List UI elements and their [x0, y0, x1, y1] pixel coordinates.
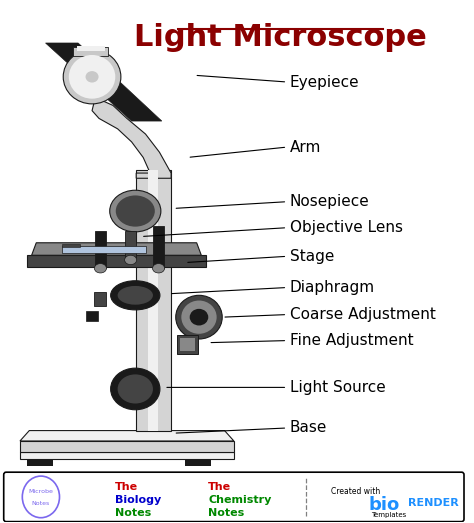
Text: Biology: Biology — [115, 495, 162, 505]
Circle shape — [22, 476, 60, 518]
Ellipse shape — [110, 281, 160, 310]
Text: Notes: Notes — [32, 501, 50, 506]
Ellipse shape — [69, 55, 115, 99]
Polygon shape — [20, 430, 234, 441]
Text: Objective Lens: Objective Lens — [290, 220, 402, 235]
Text: Light Microscope: Light Microscope — [134, 23, 427, 52]
Ellipse shape — [176, 295, 222, 339]
Ellipse shape — [94, 264, 107, 273]
Bar — [62, 244, 81, 247]
Text: Diaphragm: Diaphragm — [290, 280, 375, 295]
Text: Light Source: Light Source — [290, 380, 385, 395]
Text: The: The — [115, 482, 138, 492]
Text: Arm: Arm — [290, 140, 321, 155]
Polygon shape — [46, 43, 162, 121]
Ellipse shape — [153, 264, 164, 273]
Bar — [125, 231, 136, 260]
Bar — [73, 47, 109, 56]
Text: Nosepiece: Nosepiece — [290, 194, 369, 209]
Ellipse shape — [125, 255, 137, 265]
Polygon shape — [27, 255, 206, 267]
Bar — [185, 459, 210, 466]
Bar — [77, 46, 105, 51]
Text: Eyepiece: Eyepiece — [290, 74, 359, 89]
Text: Templates: Templates — [371, 513, 406, 518]
Ellipse shape — [182, 301, 217, 334]
Ellipse shape — [110, 368, 160, 410]
Bar — [148, 170, 158, 430]
Text: Microbe: Microbe — [28, 489, 54, 494]
Bar — [153, 225, 164, 268]
Ellipse shape — [118, 374, 153, 404]
Ellipse shape — [109, 190, 161, 232]
Bar — [136, 170, 171, 430]
Text: RENDER: RENDER — [408, 498, 459, 508]
Text: Chemistry: Chemistry — [208, 495, 272, 505]
Ellipse shape — [85, 71, 99, 83]
Ellipse shape — [190, 309, 208, 325]
Bar — [62, 246, 146, 253]
Text: Base: Base — [290, 420, 327, 436]
Text: The: The — [208, 482, 231, 492]
Bar — [27, 459, 53, 466]
Bar — [177, 335, 198, 354]
Text: Notes: Notes — [208, 508, 245, 518]
Bar — [86, 311, 98, 321]
Bar — [95, 231, 106, 268]
Polygon shape — [20, 441, 234, 452]
Ellipse shape — [63, 50, 121, 104]
Ellipse shape — [118, 286, 153, 305]
Bar — [180, 338, 195, 351]
Ellipse shape — [116, 196, 155, 226]
Polygon shape — [92, 100, 171, 178]
Polygon shape — [20, 452, 234, 459]
Text: Created with: Created with — [331, 487, 381, 496]
FancyBboxPatch shape — [4, 472, 464, 521]
Text: Stage: Stage — [290, 249, 334, 264]
Text: Coarse Adjustment: Coarse Adjustment — [290, 307, 436, 322]
Text: bio: bio — [369, 496, 400, 514]
Text: Notes: Notes — [115, 508, 152, 518]
Polygon shape — [32, 243, 201, 255]
Text: Fine Adjustment: Fine Adjustment — [290, 333, 413, 348]
Bar — [94, 292, 107, 306]
